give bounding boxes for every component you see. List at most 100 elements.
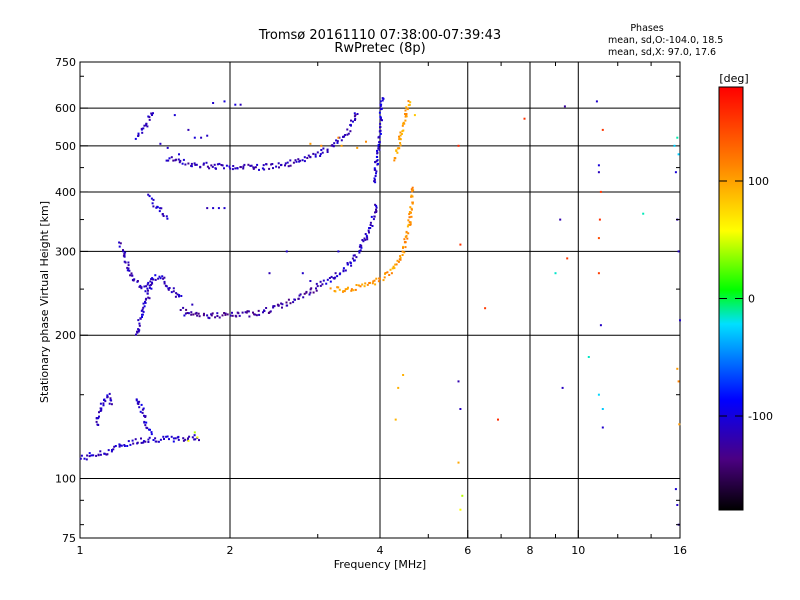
data-point [377,144,380,146]
data-point [231,314,234,317]
data-point [187,439,190,442]
data-point [108,402,111,405]
data-point [354,288,357,291]
data-point [218,162,221,165]
data-point [410,207,413,210]
data-point [373,180,376,183]
data-point [210,314,213,317]
data-point [353,112,356,115]
data-point [299,159,302,162]
data-point [137,330,140,333]
data-point [351,257,354,260]
data-point [402,129,405,132]
data-point [386,271,389,274]
data-point [674,488,677,491]
data-point [379,115,382,118]
x-tick-label: 1 [77,544,84,557]
data-point [459,243,462,246]
data-point [140,309,143,312]
data-point [404,113,406,115]
data-point [135,399,138,402]
data-point [229,167,232,170]
data-point [292,161,295,164]
data-point [297,297,300,300]
data-point [245,311,248,314]
data-point [346,128,349,131]
data-point [141,131,144,134]
data-point [303,156,306,159]
data-point [302,296,305,299]
data-point [141,411,144,414]
data-point [83,457,86,460]
data-point [211,165,214,168]
data-point [170,291,173,294]
data-point [379,122,382,125]
data-point [190,162,193,165]
data-point [373,178,376,181]
data-point [364,282,367,285]
data-point [329,280,332,283]
data-point [394,263,397,266]
data-point [350,289,353,292]
data-point [221,314,224,317]
y-axis: 75 100 200 300 400 500 600 750 [55,56,680,545]
data-point [265,307,268,309]
data-point [337,136,340,139]
data-point [269,310,272,313]
data-point [191,303,194,306]
data-point [132,279,135,282]
data-point [150,433,153,436]
data-point [104,400,107,403]
data-point [401,254,404,256]
data-point [374,211,376,214]
data-point [109,397,112,400]
data-point [241,311,244,314]
data-point [360,244,363,247]
data-point [365,234,368,237]
stats-header: Phases [630,23,663,34]
data-point [95,454,98,457]
data-point [325,282,328,285]
data-point [379,130,381,133]
colorbar-tick-label: 0 [748,293,755,306]
data-point [144,424,147,427]
data-point [134,137,137,140]
data-point [146,287,149,290]
data-point [141,313,143,316]
data-point [215,167,217,170]
data-point [285,250,288,253]
data-point [110,450,113,453]
data-point [139,317,142,320]
y-tick-label: 600 [55,102,76,115]
data-point [405,115,408,118]
data-point [148,118,151,121]
data-point [292,301,295,304]
data-point [175,292,178,295]
data-point [218,316,221,319]
data-point [136,280,139,282]
data-point [364,233,367,235]
data-point [554,272,557,275]
data-point [316,151,319,154]
data-point [410,195,413,198]
data-point [187,128,190,131]
data-point [148,284,151,287]
data-point [335,139,338,142]
data-point [398,147,401,150]
data-point [403,122,406,125]
data-point [150,197,153,200]
data-point [354,118,357,120]
data-point [390,272,393,275]
data-point [378,111,381,114]
data-point [126,266,129,269]
data-point [208,167,211,170]
data-point [378,148,381,151]
data-point [377,147,380,150]
data-point [253,166,256,169]
data-point [90,454,93,457]
data-point [410,215,413,218]
data-point [138,324,141,327]
data-point [80,454,83,457]
data-point [363,285,366,288]
data-point [119,444,122,447]
